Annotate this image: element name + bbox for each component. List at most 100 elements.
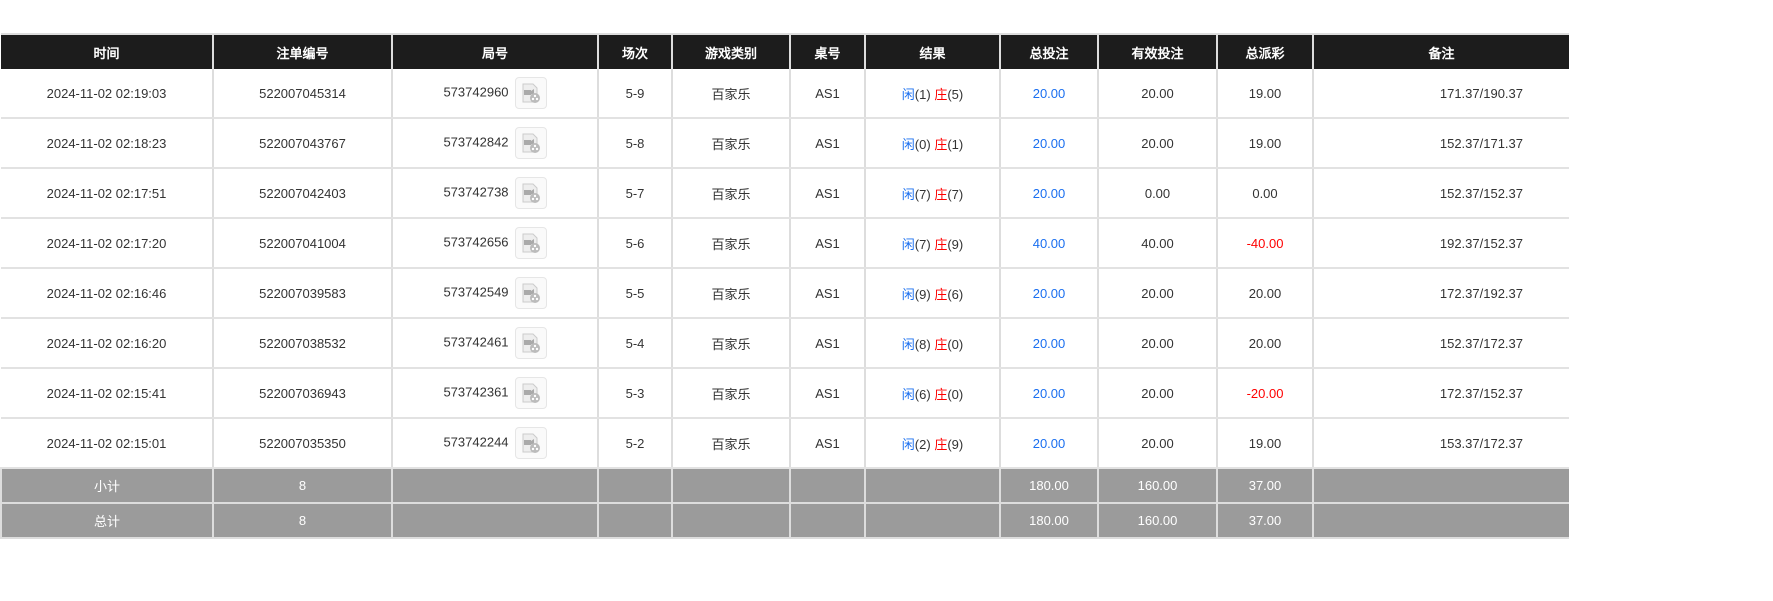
payout-cell: -20.00 xyxy=(1216,368,1313,419)
banker-score: (9) xyxy=(947,436,964,452)
time-cell: 2024-11-02 02:15:41 xyxy=(1,368,213,419)
player-label: 闲 xyxy=(901,136,915,152)
summary-payout: 37.00 xyxy=(1216,468,1313,504)
video-replay-icon[interactable] xyxy=(514,277,547,309)
valid-bet-cell: 20.00 xyxy=(1097,69,1217,119)
header-shoe: 场次 xyxy=(597,33,672,69)
summary-valid-bet: 160.00 xyxy=(1097,468,1217,504)
round-number: 573742361 xyxy=(443,384,509,400)
player-label: 闲 xyxy=(901,236,915,252)
result-cell: 闲(6) 庄(0) xyxy=(864,368,1000,419)
player-score: (1) xyxy=(914,86,931,102)
table-row: 2024-11-02 02:16:46 522007039583 5737425… xyxy=(1,268,1569,319)
game-type-cell: 百家乐 xyxy=(671,168,790,219)
banker-score: (0) xyxy=(947,386,964,402)
table-row: 2024-11-02 02:15:01 522007035350 5737422… xyxy=(1,418,1569,469)
player-score: (6) xyxy=(914,386,931,402)
grand-total-row: 总计 8 180.00 160.00 37.00 xyxy=(0,503,1569,539)
table-cell: AS1 xyxy=(789,69,865,119)
video-replay-icon[interactable] xyxy=(514,427,547,459)
game-type-cell: 百家乐 xyxy=(671,268,790,319)
round-cell: 573742960 xyxy=(391,69,598,119)
valid-bet-cell: 40.00 xyxy=(1097,218,1217,269)
empty-cell xyxy=(1312,503,1569,539)
shoe-cell: 5-8 xyxy=(597,118,672,169)
time-cell: 2024-11-02 02:17:51 xyxy=(1,168,213,219)
table-cell: AS1 xyxy=(789,268,865,319)
video-replay-icon[interactable] xyxy=(514,327,547,359)
valid-bet-cell: 20.00 xyxy=(1097,268,1217,319)
header-total-payout: 总派彩 xyxy=(1216,33,1313,69)
video-replay-icon[interactable] xyxy=(514,177,547,209)
banker-score: (1) xyxy=(947,136,964,152)
round-number: 573742244 xyxy=(443,434,509,450)
result-cell: 闲(7) 庄(7) xyxy=(864,168,1000,219)
summary-count: 8 xyxy=(212,468,392,504)
subtotal-row: 小计 8 180.00 160.00 37.00 xyxy=(0,468,1569,504)
header-table-no: 桌号 xyxy=(789,33,865,69)
payout-cell: 19.00 xyxy=(1216,69,1313,119)
empty-cell xyxy=(391,468,598,504)
total-bet-cell: 20.00 xyxy=(999,268,1098,319)
header-total-bet: 总投注 xyxy=(999,33,1098,69)
table-row: 2024-11-02 02:17:20 522007041004 5737426… xyxy=(1,218,1569,269)
empty-cell xyxy=(864,503,1000,539)
result-cell: 闲(8) 庄(0) xyxy=(864,318,1000,369)
header-valid-bet: 有效投注 xyxy=(1097,33,1217,69)
empty-cell xyxy=(789,468,865,504)
game-type-cell: 百家乐 xyxy=(671,69,790,119)
summary-label: 总计 xyxy=(0,503,213,539)
player-score: (0) xyxy=(914,136,931,152)
shoe-cell: 5-4 xyxy=(597,318,672,369)
video-replay-icon[interactable] xyxy=(514,227,547,259)
player-score: (9) xyxy=(914,286,931,302)
round-cell: 573742361 xyxy=(391,368,598,419)
empty-cell xyxy=(671,503,790,539)
payout-cell: 20.00 xyxy=(1216,268,1313,319)
shoe-cell: 5-6 xyxy=(597,218,672,269)
table-row: 2024-11-02 02:15:41 522007036943 5737423… xyxy=(1,368,1569,419)
game-type-cell: 百家乐 xyxy=(671,368,790,419)
time-cell: 2024-11-02 02:16:46 xyxy=(1,268,213,319)
result-cell: 闲(0) 庄(1) xyxy=(864,118,1000,169)
shoe-cell: 5-2 xyxy=(597,418,672,469)
payout-cell: -40.00 xyxy=(1216,218,1313,269)
summary-total-bet: 180.00 xyxy=(999,468,1098,504)
video-replay-icon[interactable] xyxy=(514,77,547,109)
banker-score: (0) xyxy=(947,336,964,352)
header-round: 局号 xyxy=(391,33,598,69)
time-cell: 2024-11-02 02:17:20 xyxy=(1,218,213,269)
player-label: 闲 xyxy=(901,286,915,302)
round-cell: 573742738 xyxy=(391,168,598,219)
banker-label: 庄 xyxy=(934,186,948,202)
bet-id-cell: 522007035350 xyxy=(212,418,392,469)
game-type-cell: 百家乐 xyxy=(671,218,790,269)
empty-cell xyxy=(1312,468,1569,504)
banker-label: 庄 xyxy=(934,236,948,252)
table-cell: AS1 xyxy=(789,218,865,269)
result-cell: 闲(7) 庄(9) xyxy=(864,218,1000,269)
empty-cell xyxy=(671,468,790,504)
payout-cell: 20.00 xyxy=(1216,318,1313,369)
banker-label: 庄 xyxy=(934,336,948,352)
banker-label: 庄 xyxy=(934,286,948,302)
payout-cell: 0.00 xyxy=(1216,168,1313,219)
note-cell: 153.37/172.37 xyxy=(1312,418,1569,469)
summary-count: 8 xyxy=(212,503,392,539)
banker-score: (5) xyxy=(947,86,964,102)
valid-bet-cell: 0.00 xyxy=(1097,168,1217,219)
valid-bet-cell: 20.00 xyxy=(1097,368,1217,419)
table-row: 2024-11-02 02:19:03 522007045314 5737429… xyxy=(1,69,1569,119)
bet-id-cell: 522007045314 xyxy=(212,69,392,119)
video-replay-icon[interactable] xyxy=(514,377,547,409)
round-number: 573742738 xyxy=(443,184,509,200)
header-game-type: 游戏类别 xyxy=(671,33,790,69)
video-replay-icon[interactable] xyxy=(514,127,547,159)
bet-id-cell: 522007042403 xyxy=(212,168,392,219)
payout-cell: 19.00 xyxy=(1216,118,1313,169)
player-label: 闲 xyxy=(901,86,915,102)
note-cell: 172.37/152.37 xyxy=(1312,368,1569,419)
note-cell: 152.37/152.37 xyxy=(1312,168,1569,219)
valid-bet-cell: 20.00 xyxy=(1097,418,1217,469)
empty-cell xyxy=(597,468,672,504)
